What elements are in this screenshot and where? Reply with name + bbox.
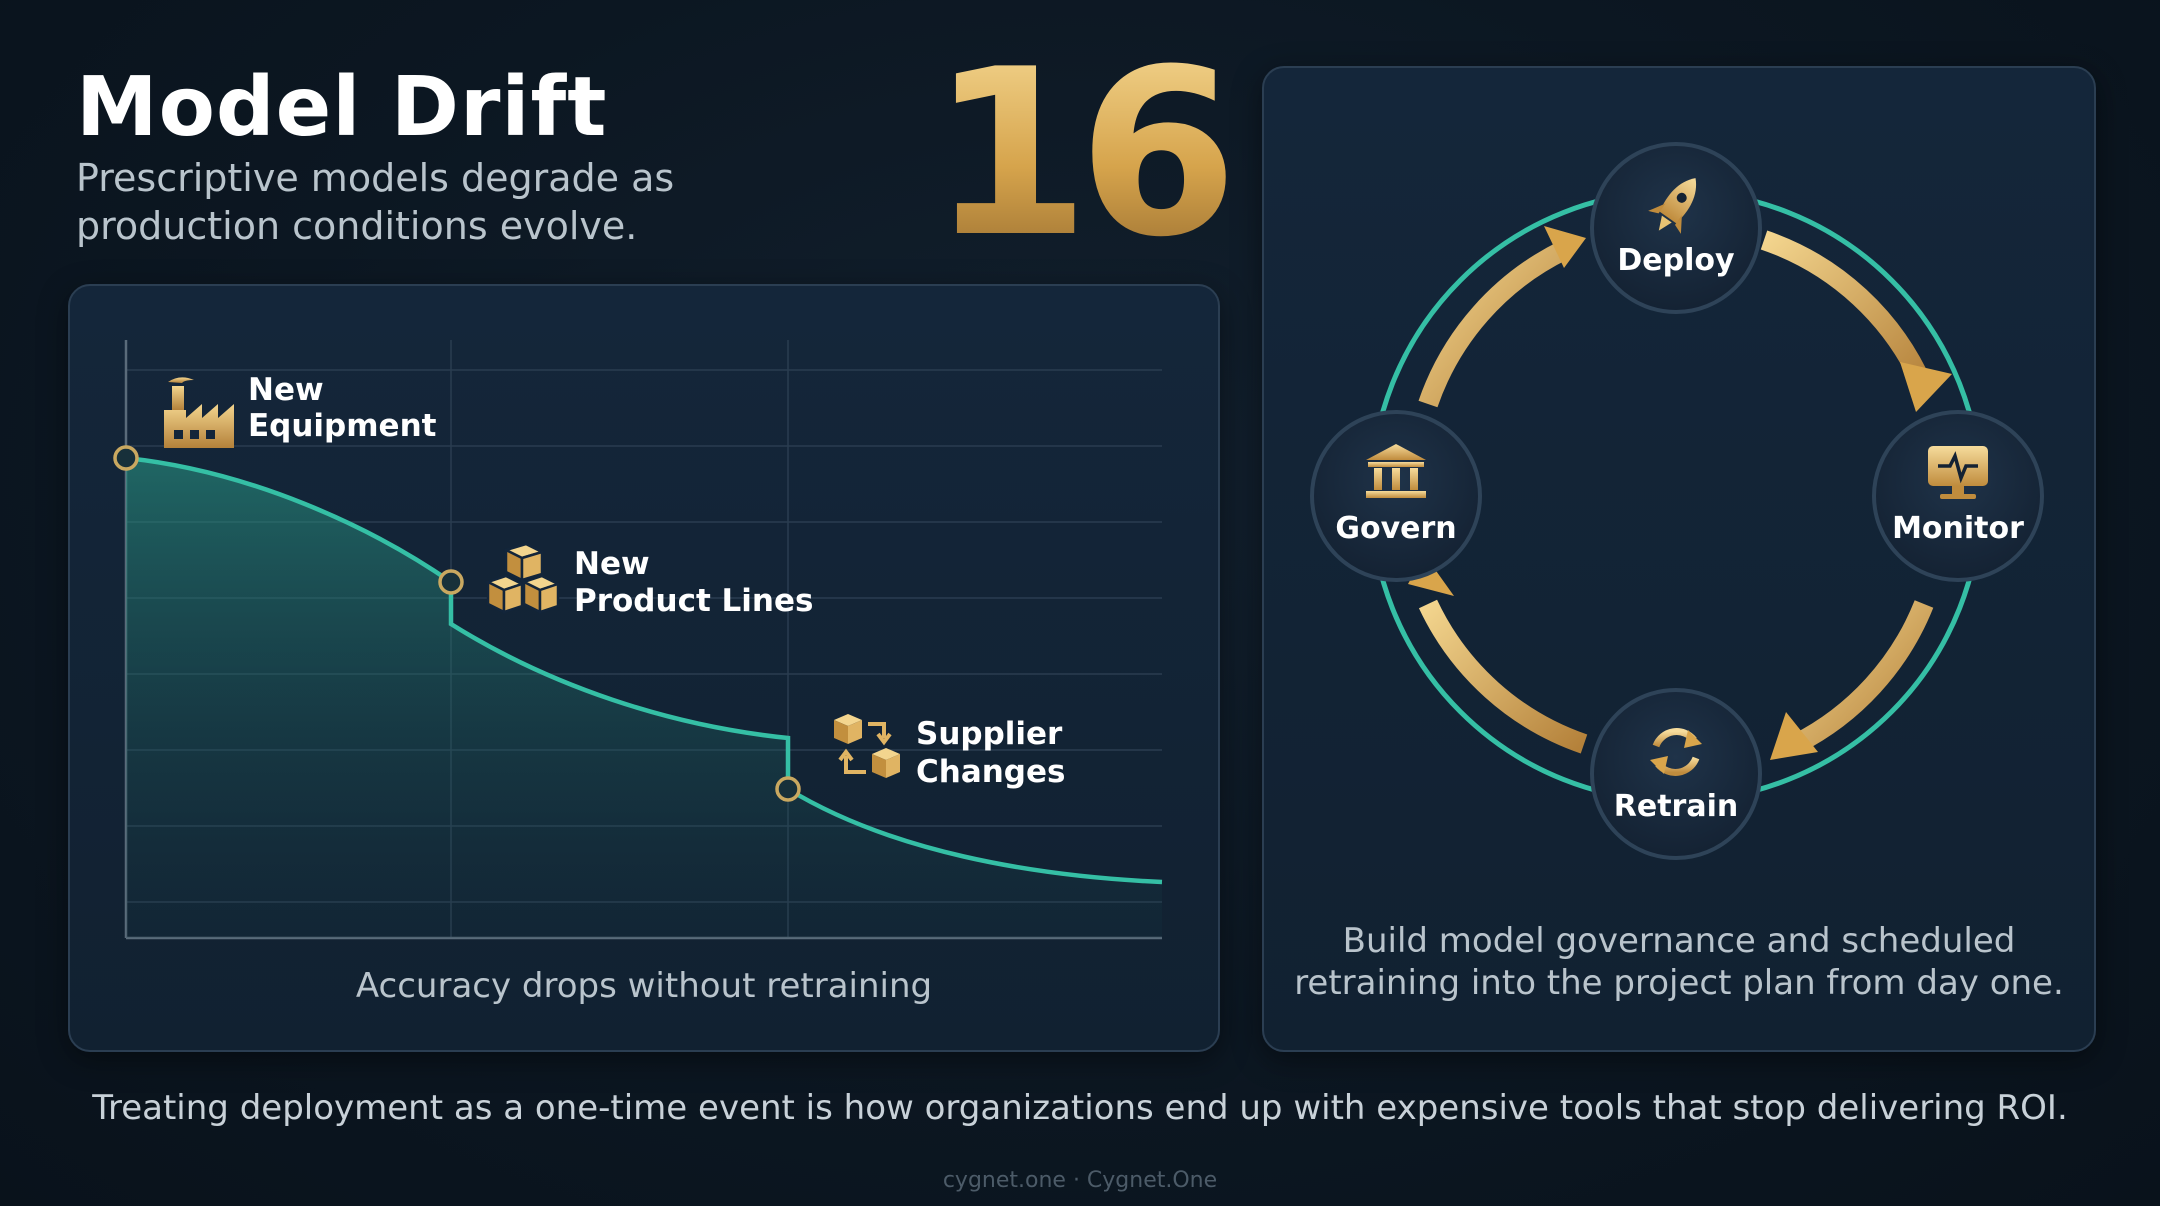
event-equipment-line1: New	[248, 372, 324, 408]
chart-caption: Accuracy drops without retraining	[355, 966, 933, 1006]
event-supplier-line2: Changes	[916, 754, 1065, 790]
cycle-arrows	[1418, 230, 1934, 754]
accuracy-area	[126, 458, 1162, 938]
rocket-icon	[1648, 178, 1697, 234]
drift-chart-panel: New Equipment New Product Lines	[68, 284, 1220, 1052]
node-deploy-label: Deploy	[1617, 243, 1735, 278]
drift-chart: New Equipment New Product Lines	[113, 340, 1163, 940]
event-product-lines-line2: Product Lines	[574, 583, 813, 619]
node-govern: Govern	[1310, 410, 1482, 582]
boxes-icon	[484, 542, 562, 615]
lifecycle-caption-line2: retraining into the project plan from da…	[1294, 963, 2064, 1003]
footer-credit: cygnet.one · Cygnet.One	[942, 1168, 1218, 1193]
node-retrain: Retrain	[1590, 688, 1762, 860]
accuracy-line	[125, 455, 1163, 885]
page-subtitle: Prescriptive models degrade as productio…	[76, 156, 675, 248]
lifecycle-caption: Build model governance and scheduled ret…	[1264, 920, 2094, 1004]
event-product-lines-line1: New	[574, 546, 650, 582]
lifecycle-diagram: Deploy Monitor Retrain	[1310, 142, 2044, 860]
node-govern-label: Govern	[1335, 511, 1456, 546]
event-marker-product-lines	[438, 569, 464, 595]
arrow-retrain-to-govern	[1418, 599, 1588, 754]
lifecycle-panel: Deploy Monitor Retrain	[1262, 66, 2096, 1052]
slide-number: 16	[930, 21, 1238, 288]
lifecycle-caption-line1: Build model governance and scheduled	[1342, 921, 2016, 961]
arrow-govern-to-deploy	[1418, 241, 1569, 408]
node-monitor-label: Monitor	[1892, 511, 2024, 546]
event-marker-equipment	[113, 445, 139, 471]
bank-icon	[1366, 444, 1426, 498]
page-title: Model Drift	[76, 60, 608, 155]
monitor-pulse-icon	[1928, 446, 1988, 499]
tagline: Treating deployment as a one-time event …	[92, 1088, 2068, 1128]
arrow-deploy-to-monitor	[1760, 230, 1934, 392]
node-deploy: Deploy	[1590, 142, 1762, 314]
factory-icon	[164, 377, 234, 448]
event-supplier-line1: Supplier	[916, 716, 1063, 752]
arrow-monitor-to-retrain	[1791, 600, 1934, 753]
event-equipment-line2: Equipment	[248, 408, 437, 444]
supplier-swap-icon	[834, 714, 900, 778]
node-retrain-label: Retrain	[1614, 789, 1738, 824]
event-marker-supplier	[775, 776, 801, 802]
node-monitor: Monitor	[1872, 410, 2044, 582]
